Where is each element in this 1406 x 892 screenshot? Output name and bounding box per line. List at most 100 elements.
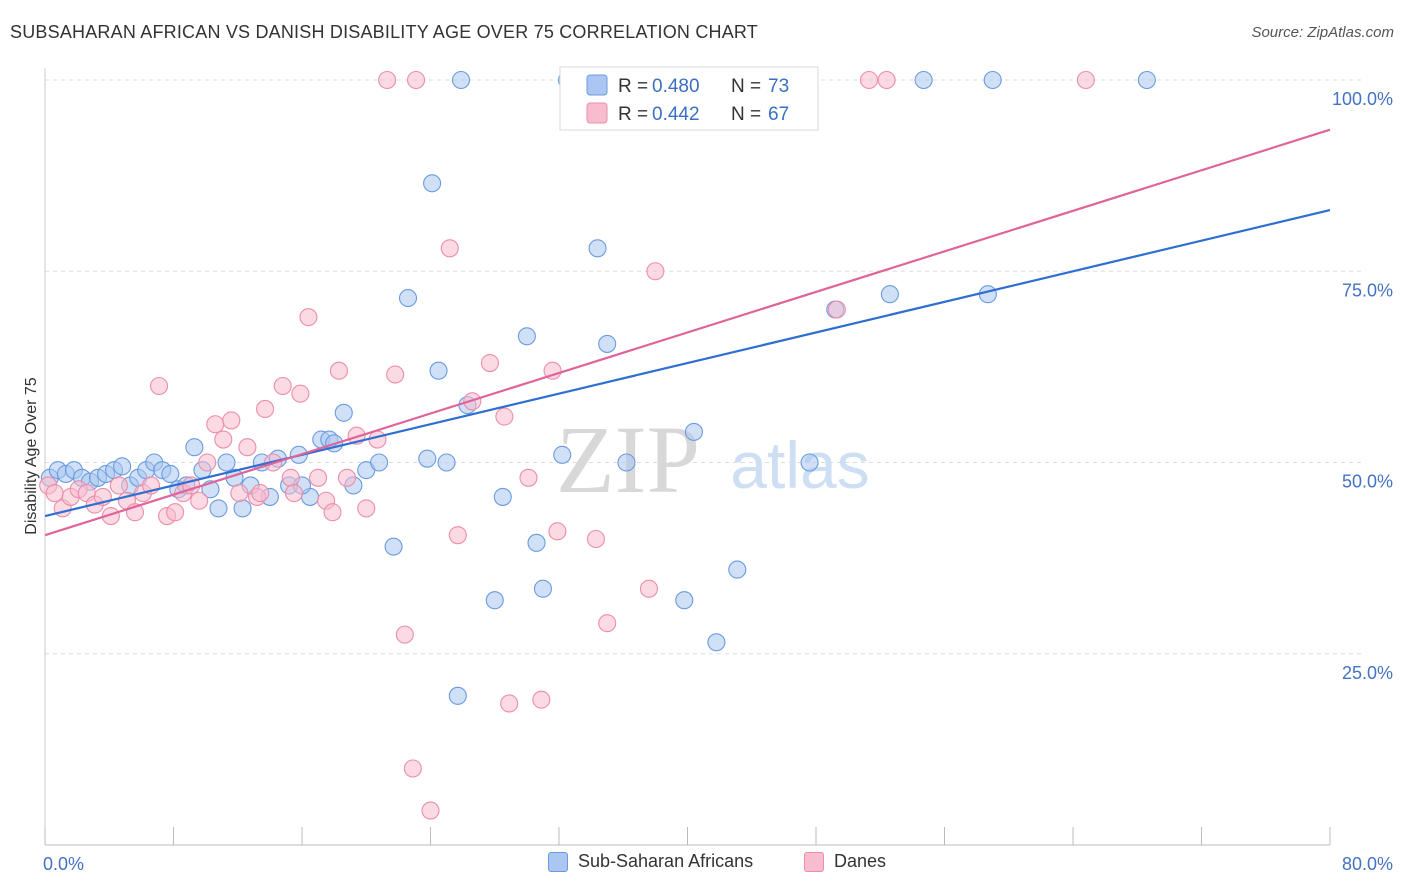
data-point-danes [543,361,562,380]
data-point-sub-saharan [707,633,726,652]
legend-item-sub-saharan-africans: Sub-Saharan Africans [548,851,753,872]
data-point-danes [395,625,414,644]
data-point-danes [251,484,270,503]
data-point-danes [45,484,64,503]
data-point-sub-saharan [161,464,180,484]
axes [44,68,1331,846]
watermark: ZIP atlas [556,406,870,513]
legend-label-sub-saharan-africans: Sub-Saharan Africans [578,851,754,871]
data-point-danes [329,361,348,380]
y-tick-label: 75.0% [1342,280,1393,300]
data-point-danes [386,365,405,384]
data-point-danes [448,526,467,545]
data-point-danes [149,376,169,396]
data-point-sub-saharan [398,288,418,308]
data-point-sub-saharan [185,438,204,457]
data-point-sub-saharan [588,239,607,258]
data-point-danes [190,491,209,510]
data-point-sub-saharan [418,449,437,468]
legend-item-danes: Danes [804,851,886,872]
chart-title: SUBSAHARAN AFRICAN VS DANISH DISABILITY … [10,22,758,42]
data-point-danes [877,70,896,90]
data-point-sub-saharan [429,361,448,380]
data-point-danes [273,376,292,396]
legend-label-danes: Danes [834,851,887,871]
data-point-danes [378,70,397,90]
grid-lines [45,79,1365,655]
data-point-sub-saharan [684,422,703,441]
data-point-danes [440,239,459,258]
data-point-sub-saharan [485,591,504,610]
legend-r-value: 0.480 [652,76,700,97]
legend-r-label: R = [618,104,648,125]
data-point-danes [109,476,128,495]
data-point-sub-saharan [209,499,228,518]
y-tick-label: 25.0% [1342,663,1393,683]
data-point-danes [495,407,514,426]
watermark-atlas: atlas [730,428,869,502]
trend-lines [44,128,1331,537]
data-point-sub-saharan [334,403,353,422]
data-point-danes [859,70,879,90]
trend-line-sub-saharan [44,208,1331,518]
data-point-danes [480,353,499,373]
legend-r-value: 0.442 [652,104,700,125]
data-point-danes [256,399,275,419]
data-point-danes [206,415,225,434]
series-danes [39,70,1095,820]
data-point-sub-saharan [233,499,252,518]
data-point-sub-saharan [914,70,933,90]
data-point-sub-saharan [517,327,536,346]
data-point-sub-saharan [880,285,899,304]
data-point-danes [406,70,426,90]
data-point-danes [166,503,185,522]
data-point-danes [639,579,659,598]
trend-line-danes [44,128,1331,537]
data-point-danes [598,614,617,633]
legend-r-label: R = [618,76,648,97]
data-point-sub-saharan [800,453,819,472]
legend-box: R = 0.480 N = 73 R = 0.442 N = 67 [559,66,819,131]
legend-swatch-pink [804,851,824,872]
data-point-danes [1076,70,1095,90]
legend-n-value: 67 [768,104,789,125]
source-credit: Source: ZipAtlas.com [1251,24,1394,41]
data-point-danes [357,499,376,518]
data-point-sub-saharan [728,560,747,579]
data-point-sub-saharan [617,453,636,472]
legend-swatch [586,102,608,124]
data-point-sub-saharan [448,686,467,705]
data-point-sub-saharan [423,174,442,193]
data-point-danes [299,308,318,327]
data-point-danes [519,468,538,487]
data-point-sub-saharan [113,457,132,476]
legend-n-label: N = [731,104,761,125]
data-point-danes [532,690,551,709]
data-point-danes [368,430,387,449]
data-point-sub-saharan [553,445,572,464]
data-point-danes [500,694,519,713]
legend-n-value: 73 [768,76,789,97]
y-tick-label: 50.0% [1342,472,1393,492]
data-point-danes [284,484,304,503]
data-point-sub-saharan [598,334,617,353]
data-point-sub-saharan [217,453,236,472]
data-point-danes [230,484,249,503]
data-point-sub-saharan [533,579,552,598]
data-point-sub-saharan [983,70,1002,90]
data-point-sub-saharan [978,285,997,304]
data-point-danes [198,453,217,472]
data-point-danes [309,468,328,487]
data-point-danes [337,468,357,487]
data-point-danes [291,384,310,403]
legend-swatch-blue [548,851,568,872]
y-tick-label: 100.0% [1332,89,1393,109]
data-point-danes [827,300,846,319]
data-point-danes [586,529,605,549]
data-point-sub-saharan [1137,70,1156,90]
data-point-sub-saharan [384,537,403,556]
data-point-sub-saharan [527,533,546,552]
data-point-danes [403,759,422,778]
bottom-legend: Sub-Saharan Africans Danes [0,851,1406,879]
data-point-danes [238,438,257,457]
